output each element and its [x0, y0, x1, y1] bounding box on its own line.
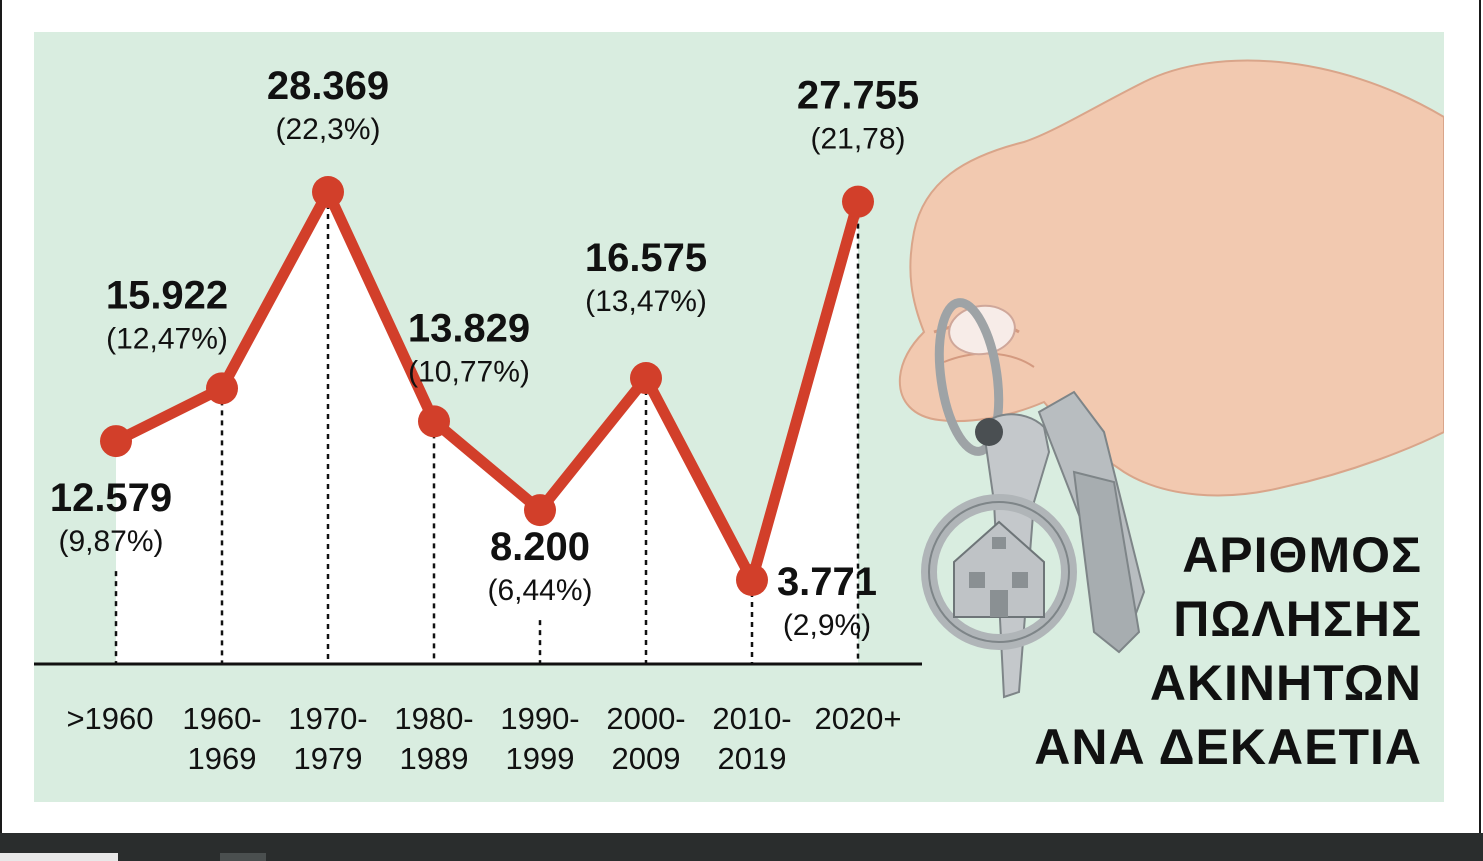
data-point	[736, 564, 768, 596]
data-percent-label: (12,47%)	[106, 322, 228, 355]
x-tick-label: 1999	[506, 741, 575, 776]
data-percent-label: (2,9%)	[783, 609, 871, 642]
data-points	[100, 176, 874, 596]
chart-title: ΑΡΙΘΜΟΣ ΠΩΛΗΣΗΣ ΑΚΙΝΗΤΩΝ ΑΝΑ ΔΕΚΑΕΤΙΑ	[1034, 527, 1422, 775]
x-tick-label: 1990-	[500, 701, 579, 736]
data-value-label: 12.579	[50, 476, 172, 520]
data-point	[206, 372, 238, 405]
data-value-label: 15.922	[106, 273, 228, 317]
x-tick-label: 2000-	[606, 701, 685, 736]
x-tick-label: 1979	[294, 741, 363, 776]
data-point	[418, 405, 450, 438]
x-tick-label: 1989	[400, 741, 469, 776]
infographic-panel: 12.579 (9,87%) 15.922 (12,47%) 28.369 (22,3%)…	[34, 32, 1444, 802]
title-line-4: ΑΝΑ ΔΕΚΑΕΤΙΑ	[1034, 719, 1422, 775]
data-value-label: 3.771	[777, 560, 877, 604]
data-labels: 12.579 (9,87%) 15.922 (12,47%) 28.369 (22,3%)…	[50, 64, 919, 642]
data-value-label: 27.755	[797, 74, 919, 118]
bottom-tab	[0, 853, 118, 861]
title-line-2: ΠΩΛΗΣΗΣ	[1173, 591, 1422, 647]
data-percent-label: (10,77%)	[408, 355, 530, 388]
x-tick-labels: >1960 1960- 1969 1970- 1979 1980- 1989 1990- 199…	[66, 701, 901, 776]
data-point	[312, 176, 344, 208]
x-tick-label: 1960-	[182, 701, 261, 736]
x-tick-label: 1969	[188, 741, 257, 776]
data-percent-label: (21,78)	[810, 123, 905, 156]
graphic-frame: 12.579 (9,87%) 15.922 (12,47%) 28.369 (22,3%)…	[0, 0, 1481, 833]
data-value-label: 13.829	[408, 306, 530, 350]
x-tick-label: 1980-	[394, 701, 473, 736]
x-tick-label: 2019	[718, 741, 787, 776]
x-tick-label: 2010-	[712, 701, 791, 736]
data-point	[100, 425, 132, 458]
line-chart: 12.579 (9,87%) 15.922 (12,47%) 28.369 (22,3%)…	[34, 59, 1444, 776]
data-point	[524, 494, 556, 527]
drop-lines	[114, 204, 860, 664]
x-tick-label: 2009	[612, 741, 681, 776]
x-tick-label: >1960	[66, 701, 153, 736]
hand-holding-house-keys-image	[898, 59, 1444, 699]
x-tick-label: 2020+	[814, 701, 901, 736]
data-value-label: 28.369	[267, 64, 389, 108]
data-value-label: 8.200	[490, 525, 590, 569]
data-point	[842, 185, 874, 218]
data-point	[630, 362, 662, 395]
bottom-bar	[0, 833, 1483, 861]
title-line-3: ΑΚΙΝΗΤΩΝ	[1150, 655, 1422, 711]
data-percent-label: (22,3%)	[275, 113, 380, 146]
series-line	[110, 186, 864, 586]
data-value-label: 16.575	[585, 236, 707, 280]
area-fill	[116, 192, 858, 664]
x-tick-label: 1970-	[288, 701, 367, 736]
bottom-tab	[220, 853, 266, 861]
data-percent-label: (9,87%)	[58, 525, 163, 558]
data-percent-label: (6,44%)	[487, 574, 592, 607]
title-line-1: ΑΡΙΘΜΟΣ	[1182, 527, 1422, 583]
data-percent-label: (13,47%)	[585, 285, 707, 318]
